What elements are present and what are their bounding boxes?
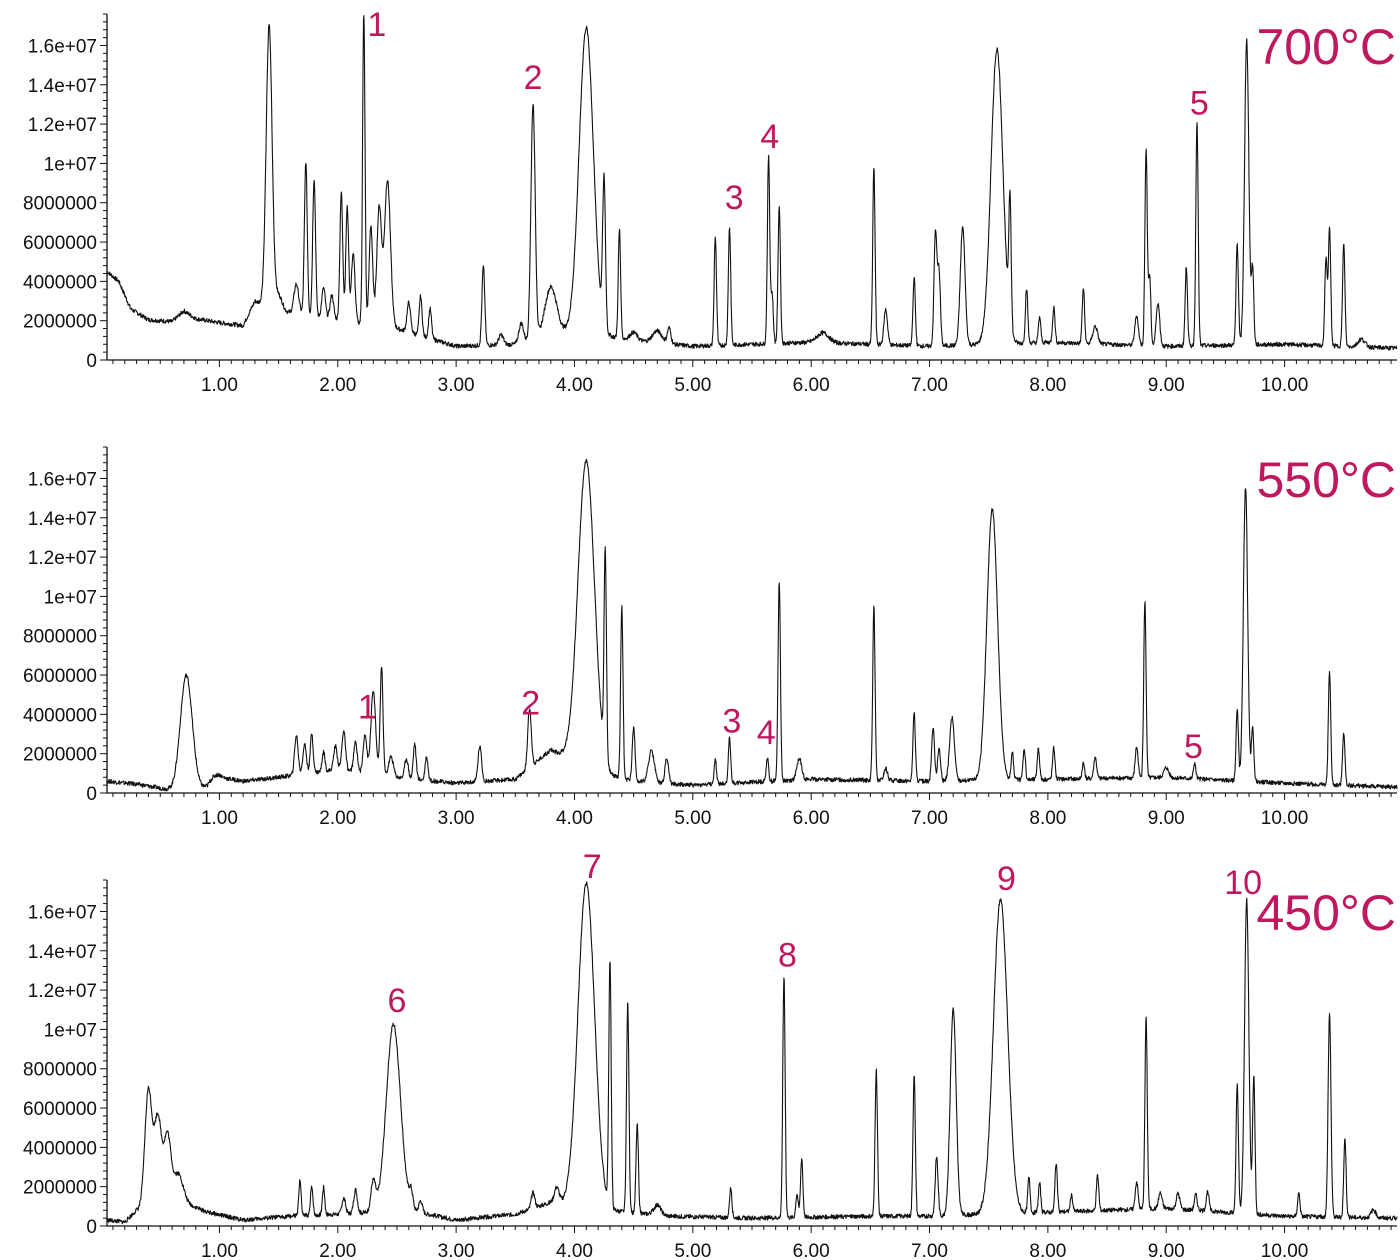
y-tick-label: 8000000 xyxy=(23,194,97,215)
y-tick-label: 8000000 xyxy=(23,627,97,648)
x-tick-label: 1.00 xyxy=(201,808,238,829)
y-tick-label: 6000000 xyxy=(23,666,97,687)
y-tick-label: 1.6e+07 xyxy=(28,469,97,490)
x-tick-label: 8.00 xyxy=(1029,375,1066,396)
y-tick-label: 1e+07 xyxy=(44,154,97,175)
temperature-label: 700°C xyxy=(1256,19,1396,75)
x-tick-label: 7.00 xyxy=(911,808,948,829)
chromatogram-trace xyxy=(106,459,1398,792)
chromatogram-trace xyxy=(106,15,1398,351)
chromatogram-panel-450: 1.00 2.00 3.00 4.00 5.00 6.00 7.00 8.00 9.00 10.0… xyxy=(23,848,1398,1260)
peak-number-label: 2 xyxy=(521,685,540,723)
x-tick-label: 2.00 xyxy=(319,375,356,396)
chromatogram-panel-700: 1.00 2.00 3.00 4.00 5.00 6.00 7.00 8.00 9.00 10.0… xyxy=(23,6,1398,396)
x-tick-label: 1.00 xyxy=(201,1241,238,1260)
x-tick-label: 9.00 xyxy=(1148,1241,1185,1260)
y-tick-label: 1.2e+07 xyxy=(28,548,97,569)
x-tick-label: 5.00 xyxy=(674,808,711,829)
y-tick-label: 2000000 xyxy=(23,745,97,766)
peak-number-label: 5 xyxy=(1184,728,1203,766)
x-tick-label: 5.00 xyxy=(674,1241,711,1260)
y-tick-label: 6000000 xyxy=(23,1099,97,1120)
y-tick-label: 0 xyxy=(86,784,97,805)
x-tick-label: 9.00 xyxy=(1148,375,1185,396)
chromatogram-trace xyxy=(106,881,1398,1225)
y-tick-label: 8000000 xyxy=(23,1060,97,1081)
peak-number-label: 4 xyxy=(757,714,776,752)
y-tick-label: 1.4e+07 xyxy=(28,942,97,963)
y-tick-label: 1.4e+07 xyxy=(28,509,97,530)
peak-number-label: 8 xyxy=(778,937,797,975)
y-tick-label: 1.6e+07 xyxy=(28,36,97,57)
x-tick-label: 6.00 xyxy=(793,808,830,829)
x-tick-label: 7.00 xyxy=(911,1241,948,1260)
y-tick-label: 0 xyxy=(86,1217,97,1238)
y-tick-label: 0 xyxy=(86,351,97,372)
temperature-label: 450°C xyxy=(1256,885,1396,941)
x-tick-label: 8.00 xyxy=(1029,808,1066,829)
x-tick-label: 4.00 xyxy=(556,375,593,396)
chromatogram-panel-550: 1.00 2.00 3.00 4.00 5.00 6.00 7.00 8.00 9.00 10.0… xyxy=(23,446,1398,829)
y-tick-label: 2000000 xyxy=(23,312,97,333)
peak-number-label: 5 xyxy=(1190,84,1209,122)
temperature-label: 550°C xyxy=(1256,452,1396,508)
y-tick-label: 4000000 xyxy=(23,1138,97,1159)
y-tick-label: 1e+07 xyxy=(44,1020,97,1041)
y-tick-label: 1.6e+07 xyxy=(28,902,97,923)
peak-number-label: 2 xyxy=(524,59,543,97)
x-tick-label: 8.00 xyxy=(1029,1241,1066,1260)
x-tick-label: 10.00 xyxy=(1261,808,1309,829)
peak-number-label: 1 xyxy=(358,689,377,727)
x-tick-label: 2.00 xyxy=(319,1241,356,1260)
peak-number-label: 9 xyxy=(997,860,1016,898)
y-tick-label: 1.4e+07 xyxy=(28,76,97,97)
x-tick-label: 6.00 xyxy=(793,1241,830,1260)
x-tick-label: 2.00 xyxy=(319,808,356,829)
x-tick-label: 3.00 xyxy=(438,808,475,829)
x-tick-label: 6.00 xyxy=(793,375,830,396)
x-tick-label: 9.00 xyxy=(1148,808,1185,829)
x-tick-label: 7.00 xyxy=(911,375,948,396)
x-tick-label: 5.00 xyxy=(674,375,711,396)
x-tick-label: 10.00 xyxy=(1261,1241,1309,1260)
y-tick-label: 2000000 xyxy=(23,1178,97,1199)
peak-number-label: 3 xyxy=(725,179,744,217)
y-tick-label: 4000000 xyxy=(23,272,97,293)
x-tick-label: 10.00 xyxy=(1261,375,1309,396)
peak-number-label: 1 xyxy=(367,6,386,44)
x-tick-label: 4.00 xyxy=(556,1241,593,1260)
x-tick-label: 3.00 xyxy=(438,375,475,396)
peak-number-label: 6 xyxy=(387,982,406,1020)
peak-number-label: 3 xyxy=(722,702,741,740)
peak-number-label: 10 xyxy=(1224,864,1262,902)
y-tick-label: 1.2e+07 xyxy=(28,115,97,136)
x-tick-label: 1.00 xyxy=(201,375,238,396)
x-tick-label: 4.00 xyxy=(556,808,593,829)
y-tick-label: 1e+07 xyxy=(44,587,97,608)
y-tick-label: 1.2e+07 xyxy=(28,981,97,1002)
peak-number-label: 7 xyxy=(583,848,602,886)
y-tick-label: 6000000 xyxy=(23,233,97,254)
x-tick-label: 3.00 xyxy=(438,1241,475,1260)
peak-number-label: 4 xyxy=(760,118,779,156)
y-tick-label: 4000000 xyxy=(23,705,97,726)
